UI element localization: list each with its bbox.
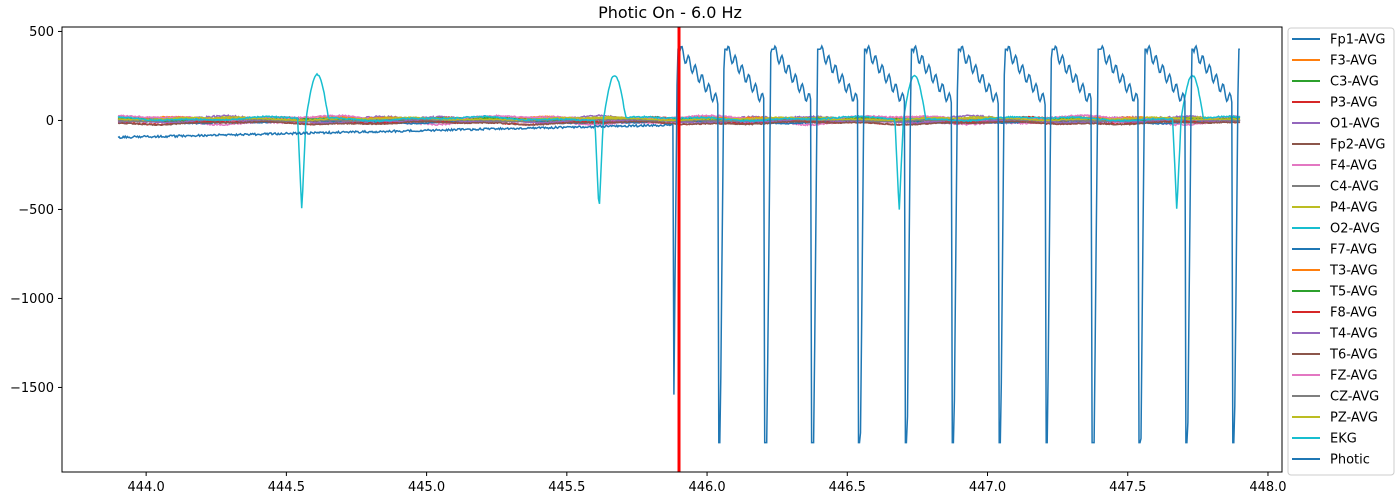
- legend-label: F8-AVG: [1330, 306, 1377, 321]
- axes: 444.0 444.5 445.0 445.5 446.0 446.5 447.0 447.5…: [10, 25, 1287, 495]
- legend-label: Fp2-AVG: [1330, 138, 1385, 153]
- y-tick-label: −1000: [10, 292, 54, 307]
- legend-box: [1287, 27, 1395, 476]
- x-tick-label: 448.0: [1249, 480, 1286, 495]
- legend-label: Photic: [1330, 453, 1370, 468]
- legend-label: O1-AVG: [1330, 117, 1380, 132]
- legend-label: F7-AVG: [1330, 243, 1377, 258]
- legend-label: T6-AVG: [1329, 348, 1378, 363]
- legend-label: F3-AVG: [1330, 54, 1377, 69]
- x-tick-label: 445.0: [408, 480, 445, 495]
- x-tick-label: 447.5: [1109, 480, 1146, 495]
- y-tick-label: 0: [46, 114, 54, 129]
- legend-label: EKG: [1330, 432, 1357, 447]
- legend-label: C4-AVG: [1330, 180, 1379, 195]
- legend-label: T5-AVG: [1329, 285, 1378, 300]
- legend-label: P3-AVG: [1330, 96, 1378, 111]
- legend-label: PZ-AVG: [1330, 411, 1378, 426]
- legend-label: CZ-AVG: [1330, 390, 1379, 405]
- legend-label: O2-AVG: [1330, 222, 1380, 237]
- legend-label: C3-AVG: [1330, 75, 1379, 90]
- x-tick-label: 447.0: [969, 480, 1006, 495]
- x-tick-label: 444.0: [128, 480, 165, 495]
- plot-area: [117, 27, 1241, 472]
- x-tick-label: 445.5: [548, 480, 585, 495]
- y-tick-label: 500: [29, 25, 54, 40]
- legend-label: T4-AVG: [1329, 327, 1378, 342]
- legend: Fp1-AVG F3-AVG C3-AVG P3-AVG O1-AVG Fp2-AVG F4…: [1287, 27, 1395, 476]
- x-tick-label: 446.0: [688, 480, 725, 495]
- legend-label: T3-AVG: [1329, 264, 1378, 279]
- axes-frame: [61, 26, 1283, 473]
- legend-label: F4-AVG: [1330, 159, 1377, 174]
- x-tick-label: 446.5: [829, 480, 866, 495]
- chart-title: Photic On - 6.0 Hz: [598, 3, 742, 22]
- y-tick-label: −1500: [10, 381, 54, 396]
- y-tick-label: −500: [18, 203, 54, 218]
- legend-label: P4-AVG: [1330, 201, 1378, 216]
- legend-label: Fp1-AVG: [1330, 33, 1385, 48]
- legend-label: FZ-AVG: [1330, 369, 1378, 384]
- x-tick-label: 444.5: [268, 480, 305, 495]
